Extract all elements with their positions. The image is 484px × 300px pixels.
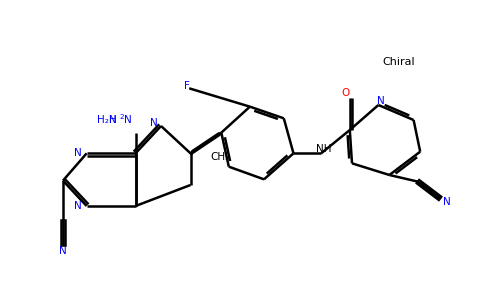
Text: N: N: [124, 115, 132, 125]
Text: N: N: [377, 96, 384, 106]
Text: H: H: [109, 115, 117, 125]
Text: N: N: [74, 201, 82, 211]
Text: N: N: [151, 118, 158, 128]
Text: H₂N: H₂N: [97, 115, 117, 125]
Text: O: O: [342, 88, 350, 98]
Text: CH₃: CH₃: [211, 152, 230, 162]
Text: N: N: [74, 148, 82, 158]
Text: 2: 2: [120, 114, 124, 120]
Text: Chiral: Chiral: [382, 57, 414, 67]
Text: F: F: [184, 81, 190, 91]
Text: N: N: [443, 197, 451, 207]
Text: N: N: [59, 246, 67, 256]
Text: NH: NH: [317, 144, 332, 154]
